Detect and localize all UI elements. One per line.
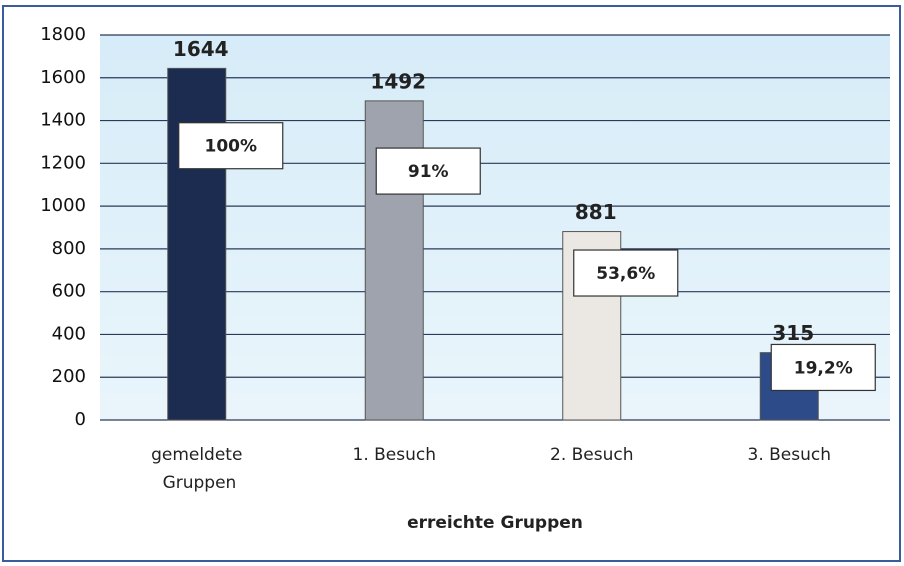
x-tick-label: 2. Besuch <box>550 445 634 465</box>
percent-label: 91% <box>408 162 449 182</box>
y-tick-label: 1800 <box>40 24 86 45</box>
x-tick-label: 1. Besuch <box>353 445 437 465</box>
percent-box <box>178 122 284 170</box>
y-tick-label: 400 <box>52 323 86 344</box>
y-tick-label: 1400 <box>40 110 86 131</box>
x-tick-label: gemeldete Gruppen <box>151 445 242 493</box>
percent-box <box>375 147 481 195</box>
percent-box <box>770 343 876 392</box>
y-tick-label: 600 <box>52 281 86 302</box>
y-tick-label: 1200 <box>40 152 86 173</box>
value-label: 315 <box>772 321 814 345</box>
x-axis-label: erreichte Gruppen <box>407 513 583 533</box>
y-tick-label: 1600 <box>40 67 86 88</box>
value-label: 1492 <box>370 69 426 93</box>
bar <box>167 67 227 421</box>
value-label: 881 <box>575 200 617 224</box>
plot-area <box>100 35 890 420</box>
y-tick-label: 0 <box>75 409 86 430</box>
percent-label: 19,2% <box>794 358 853 378</box>
y-tick-label: 1000 <box>40 195 86 216</box>
percent-box <box>573 249 679 297</box>
percent-label: 53,6% <box>596 264 655 284</box>
y-tick-label: 200 <box>52 366 86 387</box>
value-label: 1644 <box>173 37 229 61</box>
y-tick-label: 800 <box>52 238 86 259</box>
percent-label: 100% <box>204 137 257 157</box>
x-tick-label: 3. Besuch <box>748 445 832 465</box>
